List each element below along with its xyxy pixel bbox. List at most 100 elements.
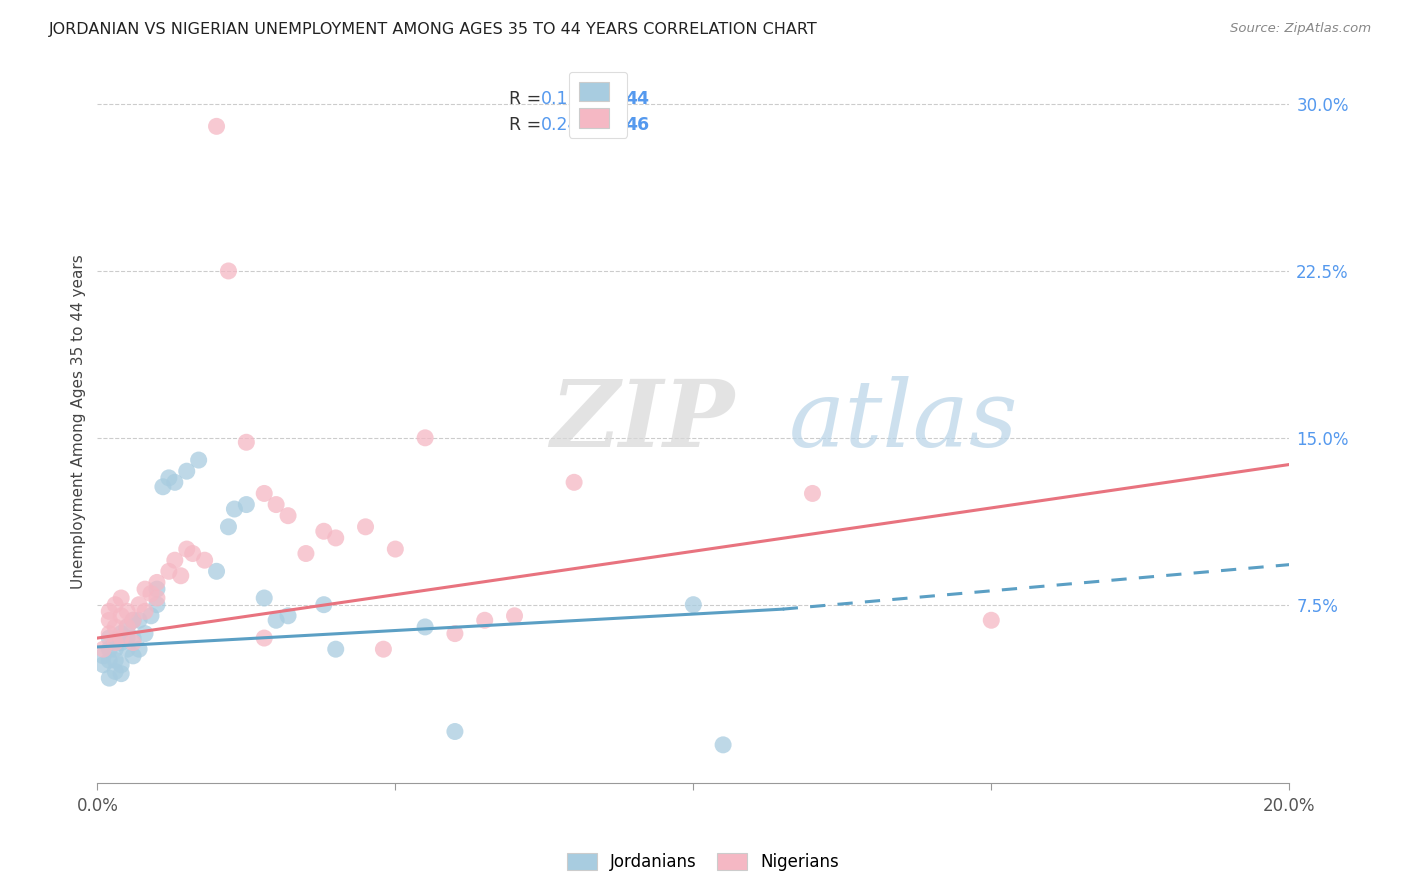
Point — [134, 626, 156, 640]
Point — [146, 582, 169, 596]
Point — [181, 547, 204, 561]
Point — [235, 498, 257, 512]
Point — [217, 264, 239, 278]
Text: JORDANIAN VS NIGERIAN UNEMPLOYMENT AMONG AGES 35 TO 44 YEARS CORRELATION CHART: JORDANIAN VS NIGERIAN UNEMPLOYMENT AMONG… — [49, 22, 818, 37]
Point — [128, 613, 150, 627]
Point — [312, 598, 335, 612]
Point — [354, 520, 377, 534]
Point — [115, 620, 138, 634]
Text: N =: N = — [586, 116, 636, 134]
Point — [115, 642, 138, 657]
Point — [115, 620, 138, 634]
Point — [98, 642, 121, 657]
Point — [170, 568, 193, 582]
Point — [115, 604, 138, 618]
Point — [205, 120, 228, 134]
Point — [122, 631, 145, 645]
Point — [104, 620, 127, 634]
Point — [146, 575, 169, 590]
Point — [122, 613, 145, 627]
Point — [139, 586, 162, 600]
Point — [110, 626, 132, 640]
Point — [157, 471, 180, 485]
Legend: , : , — [569, 71, 627, 137]
Point — [980, 613, 1002, 627]
Point — [122, 635, 145, 649]
Text: 44: 44 — [626, 90, 650, 108]
Point — [91, 642, 114, 657]
Text: 46: 46 — [626, 116, 650, 134]
Point — [187, 453, 209, 467]
Point — [110, 631, 132, 645]
Point — [104, 665, 127, 679]
Point — [98, 653, 121, 667]
Point — [91, 648, 114, 663]
Point — [104, 642, 127, 657]
Point — [98, 604, 121, 618]
Point — [122, 648, 145, 663]
Point — [98, 613, 121, 627]
Point — [325, 531, 347, 545]
Point — [110, 591, 132, 605]
Point — [104, 635, 127, 649]
Point — [146, 598, 169, 612]
Point — [98, 671, 121, 685]
Point — [562, 475, 585, 490]
Point — [122, 613, 145, 627]
Point — [128, 598, 150, 612]
Y-axis label: Unemployment Among Ages 35 to 44 years: Unemployment Among Ages 35 to 44 years — [72, 253, 86, 589]
Legend: Jordanians, Nigerians: Jordanians, Nigerians — [558, 845, 848, 880]
Point — [277, 608, 299, 623]
Point — [217, 520, 239, 534]
Point — [176, 542, 198, 557]
Point — [104, 653, 127, 667]
Point — [235, 435, 257, 450]
Point — [264, 498, 287, 512]
Point — [264, 613, 287, 627]
Point — [312, 524, 335, 539]
Point — [384, 542, 406, 557]
Point — [503, 608, 526, 623]
Text: N =: N = — [586, 90, 636, 108]
Text: 0.113: 0.113 — [541, 90, 591, 108]
Point — [224, 502, 246, 516]
Point — [194, 553, 217, 567]
Point — [325, 642, 347, 657]
Point — [152, 480, 174, 494]
Point — [413, 620, 436, 634]
Point — [444, 626, 467, 640]
Point — [253, 486, 276, 500]
Text: R =: R = — [509, 90, 547, 108]
Text: Source: ZipAtlas.com: Source: ZipAtlas.com — [1230, 22, 1371, 36]
Point — [163, 475, 186, 490]
Point — [295, 547, 318, 561]
Point — [128, 642, 150, 657]
Point — [104, 598, 127, 612]
Point — [413, 431, 436, 445]
Text: R =: R = — [509, 116, 547, 134]
Point — [104, 635, 127, 649]
Point — [110, 657, 132, 672]
Point — [110, 608, 132, 623]
Point — [205, 564, 228, 578]
Point — [711, 738, 734, 752]
Point — [98, 626, 121, 640]
Point — [134, 582, 156, 596]
Point — [91, 657, 114, 672]
Point — [115, 631, 138, 645]
Point — [474, 613, 496, 627]
Point — [801, 486, 824, 500]
Text: atlas: atlas — [789, 376, 1018, 467]
Point — [176, 464, 198, 478]
Point — [373, 642, 395, 657]
Point — [444, 724, 467, 739]
Point — [277, 508, 299, 523]
Point — [139, 608, 162, 623]
Text: 0.245: 0.245 — [541, 116, 591, 134]
Point — [134, 604, 156, 618]
Point — [163, 553, 186, 567]
Point — [110, 635, 132, 649]
Text: ZIP: ZIP — [550, 376, 734, 467]
Point — [157, 564, 180, 578]
Point — [98, 631, 121, 645]
